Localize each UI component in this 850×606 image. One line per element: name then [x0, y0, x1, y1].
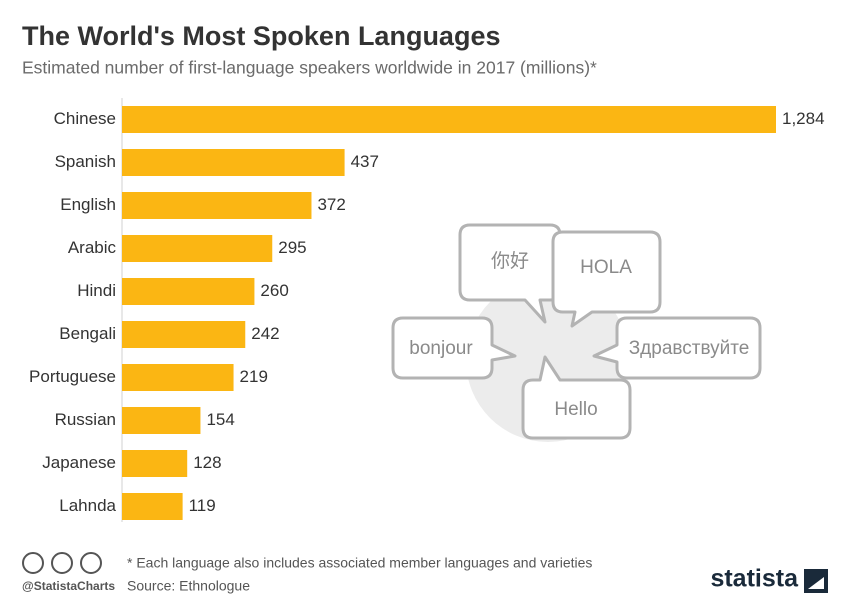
bar	[122, 364, 234, 391]
value-label: 128	[193, 453, 221, 472]
value-label: 219	[240, 367, 268, 386]
greeting: bonjour	[409, 338, 473, 359]
category-label: Russian	[55, 410, 116, 429]
speech-bubble	[391, 316, 517, 380]
bar	[122, 192, 312, 219]
greeting: Здравствуйте	[629, 338, 750, 359]
category-label: Spanish	[55, 152, 116, 171]
chart-subtitle: Estimated number of first-language speak…	[22, 58, 597, 78]
value-label: 1,284	[782, 109, 825, 128]
license-icon	[22, 552, 44, 574]
footnote: * Each language also includes associated…	[127, 555, 592, 571]
bar	[122, 321, 246, 348]
illustration: 你好 HOLA bonjour Здравствуйте Hello	[391, 223, 762, 442]
brand-icon	[804, 569, 828, 593]
greeting: Hello	[554, 399, 597, 420]
handle: @StatistaCharts	[22, 579, 115, 593]
bar	[122, 235, 273, 262]
value-label: 242	[251, 324, 279, 343]
license-icon	[51, 552, 73, 574]
category-label: Bengali	[59, 324, 116, 343]
value-label: 437	[351, 152, 379, 171]
category-label: Portuguese	[29, 367, 116, 386]
greeting: 你好	[491, 250, 529, 272]
category-label: Hindi	[77, 281, 116, 300]
value-label: 295	[278, 238, 306, 257]
category-label: Chinese	[54, 109, 116, 128]
chart-title: The World's Most Spoken Languages	[22, 21, 500, 51]
value-label: 372	[317, 195, 345, 214]
footer: @StatistaCharts * Each language also inc…	[22, 552, 828, 594]
speech-bubble	[551, 230, 662, 328]
bar	[122, 278, 255, 305]
bar	[122, 493, 183, 520]
category-label: Japanese	[42, 453, 116, 472]
category-label: English	[60, 195, 116, 214]
bar	[122, 106, 776, 133]
bar	[122, 149, 345, 176]
greeting: HOLA	[580, 257, 632, 278]
category-label: Lahnda	[59, 496, 116, 515]
value-label: 154	[206, 410, 234, 429]
value-label: 119	[189, 496, 216, 515]
bar	[122, 450, 188, 477]
brand-logo: statista	[710, 565, 799, 593]
speech-bubble	[458, 223, 562, 324]
source: Source: Ethnologue	[127, 578, 250, 594]
value-label: 260	[260, 281, 288, 300]
speech-bubble	[592, 316, 762, 380]
bar	[122, 407, 201, 434]
license-icon	[80, 552, 102, 574]
speech-bubble	[521, 355, 632, 440]
category-label: Arabic	[68, 238, 117, 257]
